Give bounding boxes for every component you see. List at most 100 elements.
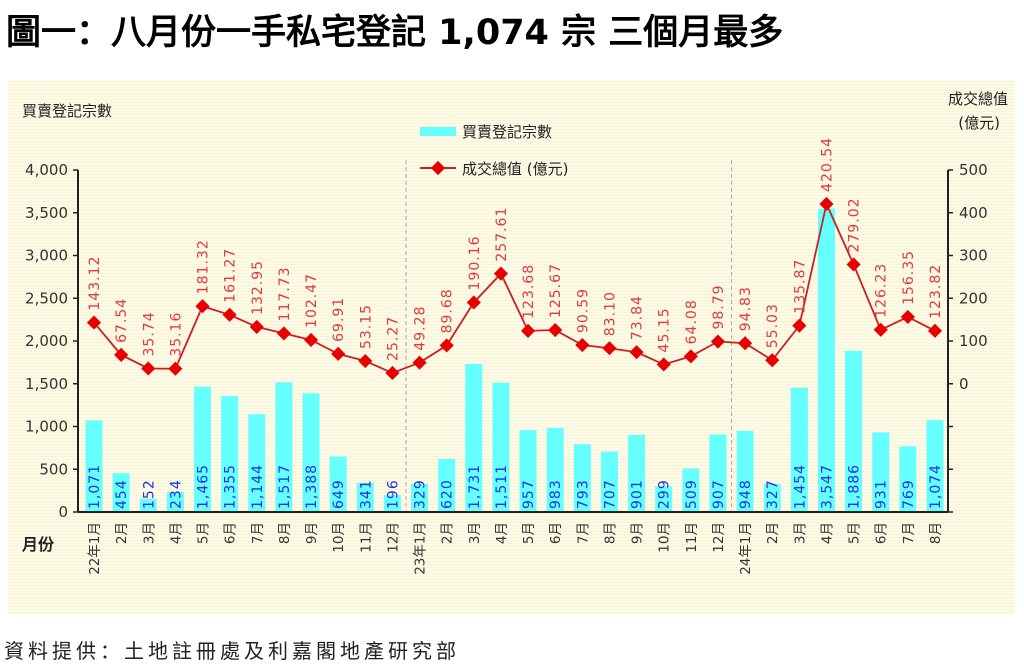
y-tick-label: 0 [58, 503, 68, 521]
line-value-label: 123.82 [928, 264, 944, 319]
x-tick-label: 11月 [358, 522, 374, 553]
line-marker [900, 309, 915, 324]
line-marker [195, 299, 210, 314]
bar-value-label: 196 [385, 479, 401, 509]
bar [926, 420, 944, 512]
line-marker [629, 345, 644, 360]
bar-value-label: 957 [521, 479, 537, 509]
x-tick-label: 7月 [575, 522, 591, 544]
bar-value-label: 341 [358, 479, 374, 509]
bar-value-label: 793 [575, 479, 591, 509]
x-tick-label: 23年1月 [413, 522, 429, 575]
bar [872, 432, 890, 512]
line-value-label: 161.27 [223, 248, 239, 303]
x-tick-label: 24年1月 [738, 522, 754, 575]
bar-value-label: 1,388 [304, 464, 320, 509]
line-value-label: 257.61 [494, 207, 510, 262]
line-marker [520, 323, 536, 338]
bar-value-label: 907 [711, 479, 727, 509]
line-marker [738, 336, 753, 351]
x-tick-label: 6月 [223, 522, 239, 544]
line-marker [249, 319, 264, 334]
bar [139, 499, 157, 512]
line-marker [792, 318, 807, 333]
bar-value-label: 983 [548, 479, 564, 509]
x-tick-label: 3月 [141, 522, 157, 544]
x-tick-label: 10月 [331, 522, 347, 553]
line-marker [493, 266, 509, 281]
x-tick-label: 5月 [196, 522, 212, 544]
y-axis-label: 買賣登記宗數 [22, 102, 112, 120]
line-marker [873, 322, 888, 337]
line-marker [710, 334, 726, 349]
line-value-label: 126.23 [874, 263, 890, 318]
x-tick-label: 22年1月 [87, 522, 103, 575]
bar [275, 382, 293, 512]
line-value-label: 67.54 [114, 298, 130, 343]
bar-value-label: 948 [738, 479, 754, 509]
bar-value-label: 769 [901, 479, 917, 509]
bar-value-label: 3,547 [819, 464, 835, 509]
bar [817, 208, 835, 512]
source-note: 資料提供：土地註冊處及利嘉閣地產研究部 [4, 639, 460, 663]
bar [790, 387, 808, 512]
x-tick-label: 5月 [521, 522, 537, 544]
bar-value-label: 931 [874, 479, 890, 509]
line-marker [683, 349, 698, 364]
bar [546, 427, 564, 512]
bar-value-label: 1,074 [928, 464, 944, 509]
line-value-label: 190.16 [467, 235, 483, 290]
legend-bar-swatch [420, 127, 456, 136]
bar [194, 386, 212, 512]
bar [85, 420, 103, 512]
line-marker [303, 332, 319, 348]
line-marker [466, 295, 481, 310]
bar [492, 382, 510, 512]
line-value-label: 181.32 [196, 239, 212, 294]
bar [709, 434, 727, 512]
line-value-label: 64.08 [684, 299, 700, 344]
x-tick-label: 10月 [657, 522, 673, 553]
bar-value-label: 299 [657, 479, 673, 509]
bar [302, 393, 320, 512]
bar-value-label: 1,071 [87, 464, 103, 509]
line-value-label: 35.16 [168, 312, 184, 357]
y2-axis-label-line1: 成交總值 [948, 90, 1008, 108]
x-tick-label: 11月 [684, 522, 700, 553]
line-value-label: 25.27 [385, 316, 401, 361]
bar-value-label: 1,517 [277, 464, 293, 509]
x-tick-label: 8月 [928, 522, 944, 544]
line-marker [276, 326, 291, 341]
bar-value-label: 707 [602, 479, 618, 509]
line-marker [846, 257, 861, 272]
line-value-label: 89.68 [440, 288, 456, 333]
bar [248, 414, 266, 512]
line-marker [412, 355, 427, 370]
x-tick-label: 9月 [630, 522, 646, 544]
y-tick-label: 2,000 [25, 332, 68, 350]
bar [600, 451, 618, 512]
line-value-label: 45.15 [657, 307, 673, 352]
line-marker [86, 315, 102, 330]
y-tick-label: 3,000 [25, 247, 68, 265]
line-marker [819, 196, 834, 212]
bar-value-label: 1,886 [847, 464, 863, 509]
x-tick-label: 7月 [901, 522, 917, 544]
line-value-label: 279.02 [847, 197, 863, 252]
bar [655, 486, 673, 512]
bar-value-label: 1,511 [494, 464, 510, 509]
line-marker [114, 347, 129, 362]
line-value-label: 102.47 [304, 273, 320, 328]
bar [682, 468, 700, 512]
x-tick-label: 12月 [711, 522, 727, 553]
bar [383, 495, 401, 512]
x-tick-label: 2月 [765, 522, 781, 544]
line-value-label: 49.28 [413, 306, 429, 351]
line-value-label: 123.68 [521, 264, 537, 319]
bar [763, 484, 781, 512]
line-value-label: 132.95 [250, 260, 266, 315]
bar-value-label: 1,731 [467, 464, 483, 509]
bar-value-label: 152 [141, 479, 157, 509]
x-tick-label: 2月 [114, 522, 130, 544]
line-value-label: 90.59 [575, 288, 591, 333]
